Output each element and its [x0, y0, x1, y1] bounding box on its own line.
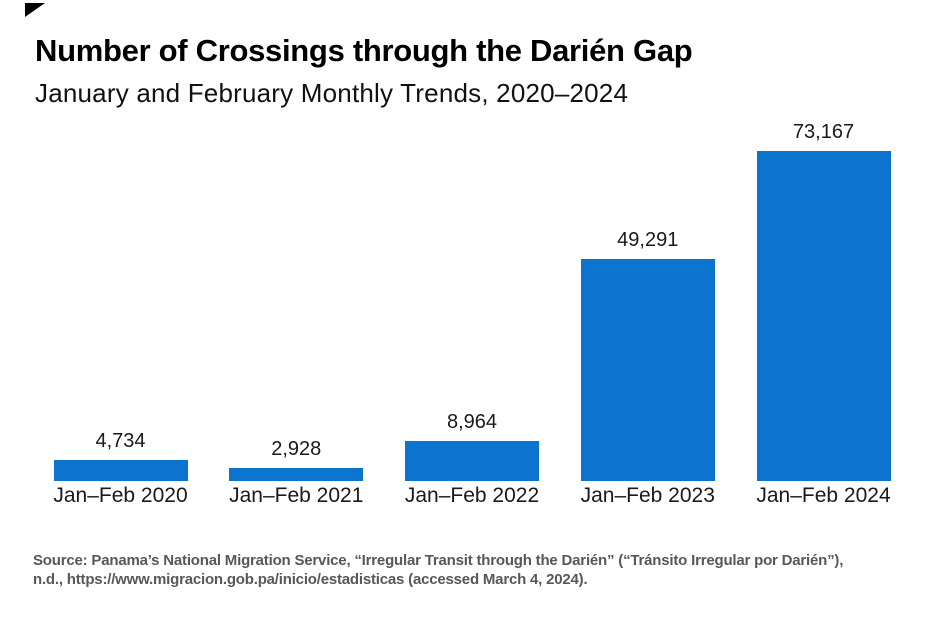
bar-group: 73,167 Jan–Feb 2024 — [736, 112, 911, 510]
bar-category-label: Jan–Feb 2024 — [756, 484, 891, 507]
source-note-line1: Source: Panama’s National Migration Serv… — [33, 552, 844, 569]
bar-group: 4,734 Jan–Feb 2020 — [33, 112, 208, 510]
bar-chart: 4,734 Jan–Feb 2020 2,928 Jan–Feb 2021 8,964 J… — [33, 112, 911, 510]
bar-group: 2,928 Jan–Feb 2021 — [209, 112, 384, 510]
bar — [580, 259, 715, 481]
chart-subtitle: January and February Monthly Trends, 202… — [35, 78, 629, 108]
bar — [405, 441, 539, 481]
bar-category-label: Jan–Feb 2020 — [53, 484, 188, 507]
bar-value-label: 2,928 — [271, 438, 322, 460]
bar-category-label: Jan–Feb 2023 — [580, 484, 715, 507]
bar — [229, 468, 364, 481]
corner-wedge-icon — [25, 3, 45, 17]
bar-value-label: 8,964 — [446, 411, 498, 433]
bar-group: 49,291 Jan–Feb 2023 — [560, 112, 735, 510]
bar-category-label: Jan–Feb 2021 — [229, 484, 364, 507]
bar-value-label: 4,734 — [95, 430, 146, 452]
source-note-line2: n.d., https://www.migracion.gob.pa/inici… — [33, 571, 588, 588]
bar-value-label: 49,291 — [617, 229, 679, 251]
bar — [53, 460, 188, 481]
bar-group: 8,964 Jan–Feb 2022 — [385, 112, 560, 510]
bar — [756, 151, 891, 481]
bar-category-label: Jan–Feb 2022 — [404, 484, 540, 507]
bar-value-label: 73,167 — [792, 121, 855, 143]
source-note: Source: Panama’s National Migration Serv… — [33, 551, 935, 589]
chart-title: Number of Crossings through the Darién G… — [35, 33, 693, 68]
